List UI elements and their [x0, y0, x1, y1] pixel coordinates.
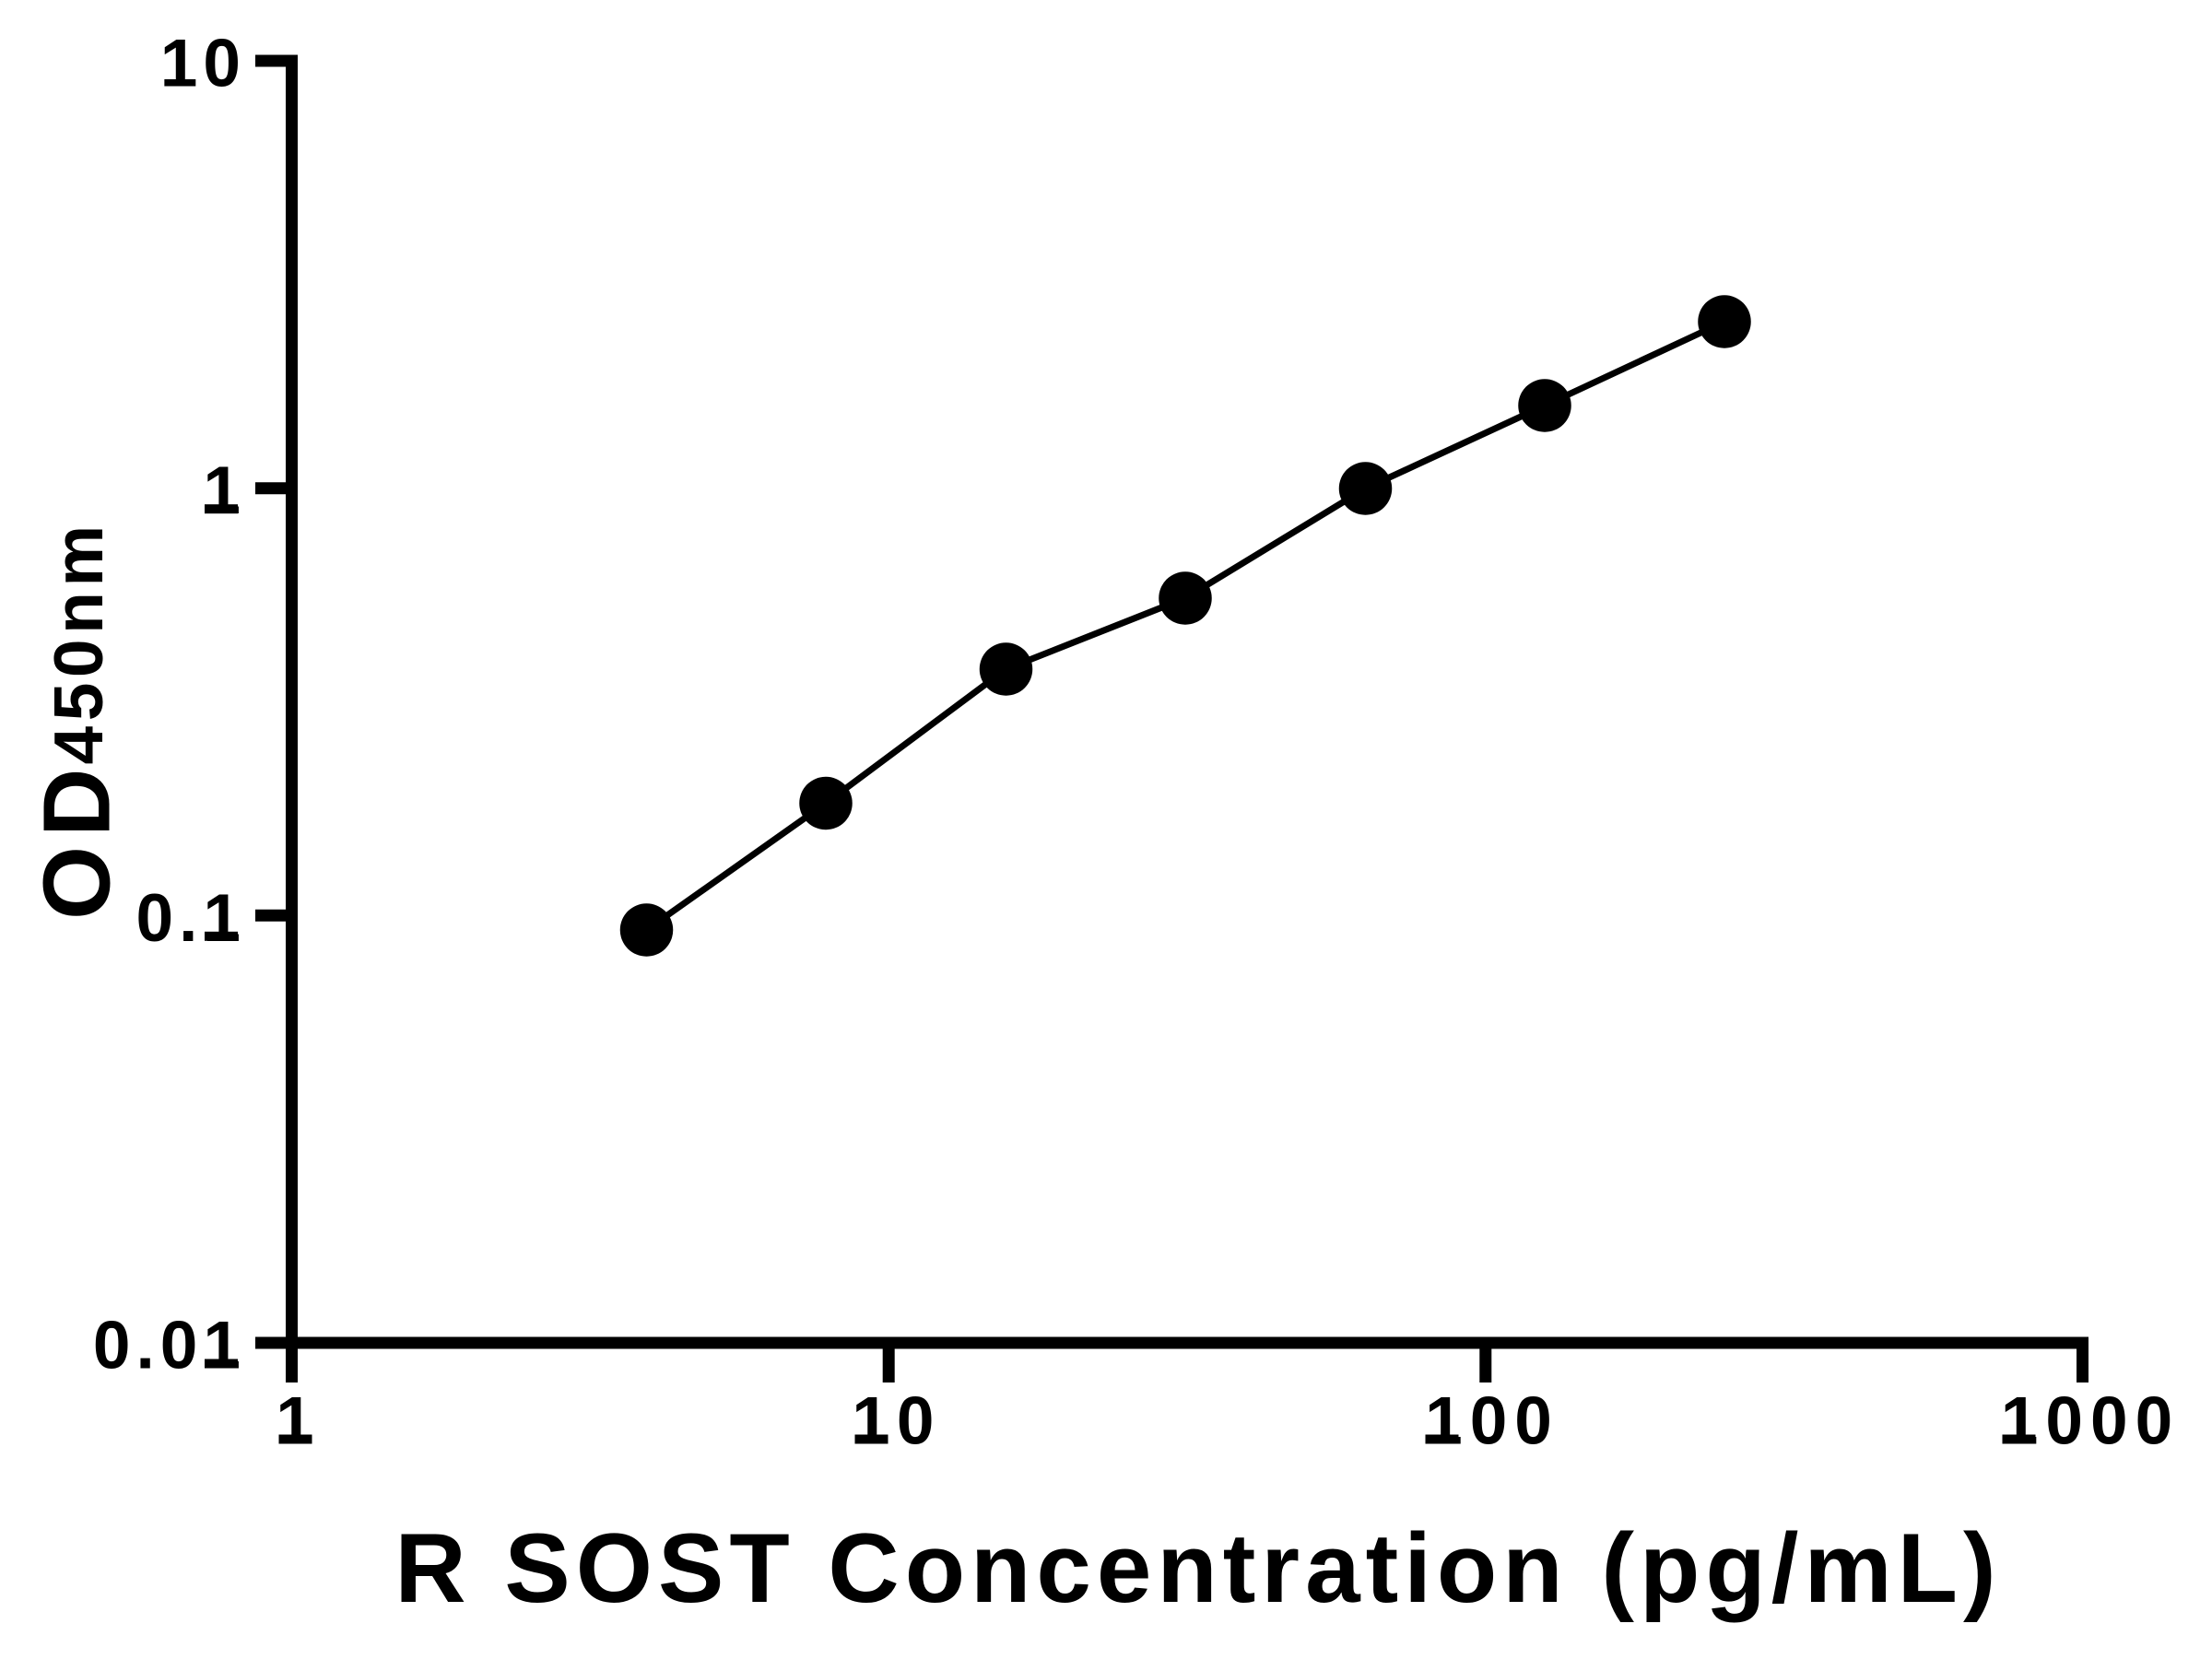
svg-text:1: 1: [203, 453, 246, 528]
svg-text:1: 1: [276, 1384, 321, 1459]
svg-text:OD450nm: OD450nm: [24, 520, 130, 920]
svg-text:0.1: 0.1: [136, 881, 246, 956]
svg-text:10: 10: [852, 1384, 941, 1459]
svg-text:0.01: 0.01: [93, 1309, 246, 1383]
svg-text:100: 100: [1425, 1384, 1559, 1459]
svg-text:R SOST Concentration (pg/mL): R SOST Concentration (pg/mL): [394, 1512, 2001, 1623]
svg-text:1000: 1000: [2001, 1384, 2180, 1459]
svg-text:10: 10: [160, 27, 246, 101]
